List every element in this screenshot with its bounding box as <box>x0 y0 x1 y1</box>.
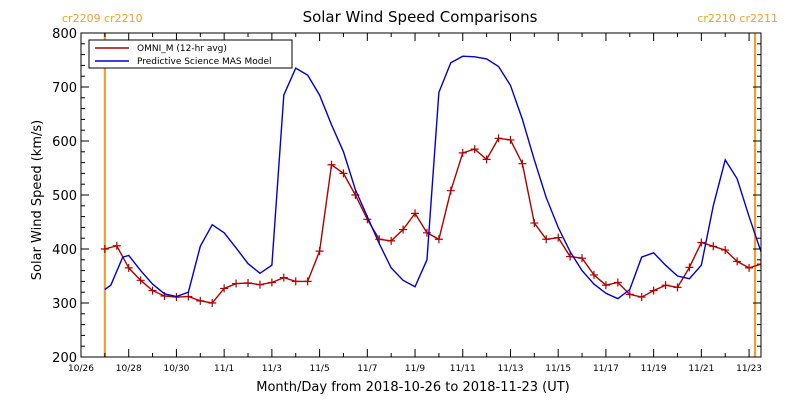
data-point <box>100 245 109 253</box>
plot-frame <box>80 32 762 358</box>
data-point <box>267 278 276 287</box>
data-point <box>220 284 229 293</box>
x-tick-label: 11/17 <box>593 364 619 374</box>
data-point <box>112 241 121 250</box>
data-point <box>673 283 682 292</box>
data-point <box>685 263 694 272</box>
data-point <box>518 159 527 168</box>
data-point <box>327 160 336 169</box>
data-point <box>196 296 205 305</box>
data-point <box>434 235 443 244</box>
legend: OMNI_M (12-hr avg) Predictive Science MAS… <box>88 39 293 69</box>
x-tick-label: 11/15 <box>545 364 571 374</box>
series-1 <box>100 134 761 307</box>
data-point <box>721 246 730 255</box>
data-point <box>625 290 634 299</box>
data-point <box>446 186 455 195</box>
carrington-marker-label: cr2210 cr2211 <box>697 12 778 25</box>
data-point <box>148 286 157 295</box>
x-tick-label: 11/3 <box>262 364 282 374</box>
data-point <box>589 270 598 279</box>
x-tick-label: 11/19 <box>641 364 667 374</box>
x-tick-label: 11/13 <box>498 364 524 374</box>
x-tick-label: 10/28 <box>116 364 142 374</box>
x-tick-label: 11/1 <box>214 364 234 374</box>
x-tick-label: 11/7 <box>357 364 377 374</box>
x-tick-label: 11/23 <box>736 364 762 374</box>
data-point <box>136 276 145 285</box>
data-point <box>303 277 312 286</box>
data-point <box>578 254 587 263</box>
data-point <box>232 279 241 288</box>
series-line <box>104 55 761 300</box>
data-point <box>244 279 253 288</box>
data-point <box>709 242 718 251</box>
data-point <box>649 286 658 295</box>
data-point <box>494 134 503 143</box>
x-tick-label: 11/5 <box>309 364 329 374</box>
data-point <box>470 145 479 154</box>
series-2 <box>104 55 761 300</box>
data-point <box>637 293 646 302</box>
data-point <box>208 299 217 307</box>
data-point <box>411 209 420 218</box>
data-point <box>399 225 408 234</box>
data-point <box>184 292 193 301</box>
y-tick-label: 200 <box>52 351 77 366</box>
y-tick-label: 500 <box>52 189 77 204</box>
data-point <box>757 260 761 269</box>
data-point <box>733 257 742 266</box>
data-point <box>697 238 706 247</box>
data-point <box>422 228 431 237</box>
data-point <box>506 135 515 144</box>
data-point <box>601 281 610 290</box>
y-tick-label: 800 <box>52 27 77 42</box>
y-tick-label: 400 <box>52 243 77 258</box>
data-point <box>124 263 133 272</box>
y-axis-label: Solar Wind Speed (km/s) <box>30 120 45 280</box>
data-point <box>554 233 563 242</box>
legend-entry: Predictive Science MAS Model <box>137 57 272 67</box>
legend-entry: OMNI_M (12-hr avg) <box>137 44 227 54</box>
data-point <box>458 148 467 157</box>
data-point <box>542 235 551 244</box>
data-point <box>745 263 754 272</box>
x-tick-label: 10/30 <box>163 364 189 374</box>
x-tick-label: 10/26 <box>68 364 94 374</box>
data-point <box>387 236 396 245</box>
data-point <box>530 219 539 228</box>
data-point <box>315 247 324 256</box>
chart-title: Solar Wind Speed Comparisons <box>303 8 538 26</box>
x-tick-label: 11/21 <box>688 364 714 374</box>
x-tick-label: 11/11 <box>450 364 476 374</box>
series-line <box>104 137 761 304</box>
data-point <box>255 280 264 289</box>
x-tick-label: 11/9 <box>405 364 425 374</box>
data-point <box>482 155 491 164</box>
y-tick-label: 300 <box>52 297 77 312</box>
data-point <box>661 281 670 290</box>
y-tick-label: 700 <box>52 81 77 96</box>
x-axis-label: Month/Day from 2018-10-26 to 2018-11-23 … <box>256 380 569 395</box>
data-point <box>613 278 622 287</box>
carrington-marker-label: cr2209 cr2210 <box>62 12 143 25</box>
data-point <box>339 169 348 178</box>
y-tick-label: 600 <box>52 135 77 150</box>
data-point <box>291 277 300 286</box>
legend-box <box>88 39 293 69</box>
data-point <box>279 273 288 282</box>
